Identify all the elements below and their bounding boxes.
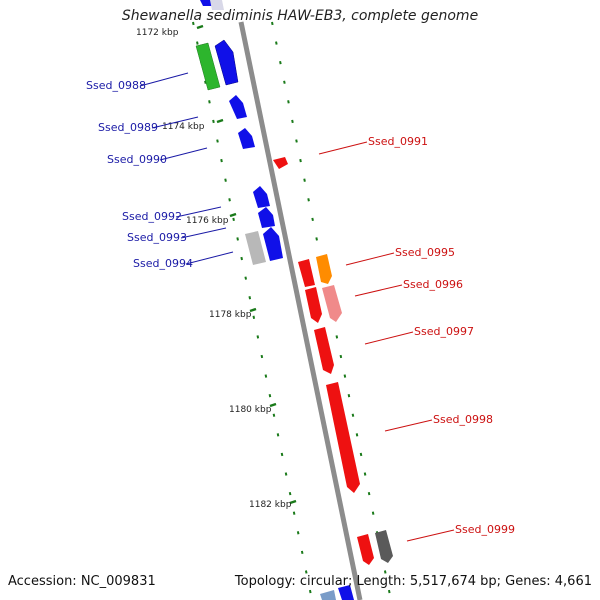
map-title: Shewanella sediminis HAW-EB3, complete g… [121, 8, 479, 24]
gene-label-ssed-0988[interactable]: Ssed_0988 [86, 79, 146, 92]
gene-ssed-0997[interactable] [314, 327, 334, 374]
kbp-tick [249, 307, 257, 313]
leader-line [384, 419, 433, 432]
leader-line [318, 141, 368, 155]
gene-ssed-0992[interactable] [253, 186, 270, 208]
accession-text: Accession: NC_009831 [8, 574, 156, 589]
left-strand-genes [195, 0, 354, 600]
leader-line [354, 284, 403, 297]
gene-block-top-grey [210, 0, 224, 10]
kbp-tick [216, 118, 224, 124]
leader-line [159, 147, 208, 161]
kbp-tick [229, 212, 237, 218]
kbp-label: 1174 kbp [162, 122, 205, 132]
gene-ssed-0996[interactable] [305, 287, 322, 323]
leader-line [185, 251, 234, 265]
gene-ssed-0999-grey[interactable] [375, 530, 393, 563]
gene-ssed-0996-pink[interactable] [322, 285, 342, 322]
gene-label-ssed-0993[interactable]: Ssed_0993 [127, 231, 187, 244]
kbp-label: 1176 kbp [186, 216, 229, 226]
gene-ssed-0989[interactable] [229, 95, 247, 119]
leader-line [180, 227, 227, 239]
gene-ssed-0990[interactable] [238, 128, 255, 149]
leader-line [364, 331, 414, 345]
gene-block-bottom [320, 590, 336, 600]
kbp-label: 1178 kbp [209, 310, 252, 320]
genome-stats-text: Topology: circular; Length: 5,517,674 bp… [234, 574, 592, 589]
gene-label-ssed-0997[interactable]: Ssed_0997 [414, 325, 474, 338]
gene-ssed-0994-grey[interactable] [245, 231, 266, 265]
gene-ssed-0991[interactable] [273, 157, 288, 169]
gene-label-ssed-0990[interactable]: Ssed_0990 [107, 153, 167, 166]
gene-ssed-0993[interactable] [258, 207, 275, 228]
gene-ssed-0988[interactable] [195, 42, 221, 91]
gene-label-ssed-0994[interactable]: Ssed_0994 [133, 257, 193, 270]
gene-ssed-0995[interactable] [316, 254, 332, 284]
kbp-tick [196, 24, 204, 30]
gene-label-ssed-0991[interactable]: Ssed_0991 [368, 135, 428, 148]
right-strand-genes [273, 157, 393, 565]
gene-ssed-0988-b[interactable] [214, 39, 239, 86]
genome-backbone [238, 21, 363, 600]
gene-ssed-0994[interactable] [263, 227, 283, 261]
gene-block-bottom-blue [338, 585, 354, 600]
gene-label-ssed-0992[interactable]: Ssed_0992 [122, 210, 182, 223]
gene-label-ssed-0999[interactable]: Ssed_0999 [455, 523, 515, 536]
gene-label-ssed-0989[interactable]: Ssed_0989 [98, 121, 158, 134]
gene-ssed-0995-b[interactable] [298, 259, 315, 287]
gene-ssed-0999[interactable] [357, 534, 374, 565]
kbp-label: 1180 kbp [229, 405, 272, 415]
kbp-tick [269, 402, 277, 408]
kbp-label: 1182 kbp [249, 500, 292, 510]
leader-line [345, 252, 395, 266]
leader-line [139, 72, 189, 87]
gene-label-ssed-0998[interactable]: Ssed_0998 [433, 413, 493, 426]
gene-ssed-0998[interactable] [326, 382, 360, 493]
kbp-tick [289, 499, 297, 505]
leader-line [151, 116, 199, 129]
gene-label-ssed-0996[interactable]: Ssed_0996 [403, 278, 463, 291]
leader-line [175, 206, 222, 218]
leader-line [406, 529, 455, 542]
kbp-label: 1172 kbp [136, 28, 179, 38]
gene-label-ssed-0995[interactable]: Ssed_0995 [395, 246, 455, 259]
